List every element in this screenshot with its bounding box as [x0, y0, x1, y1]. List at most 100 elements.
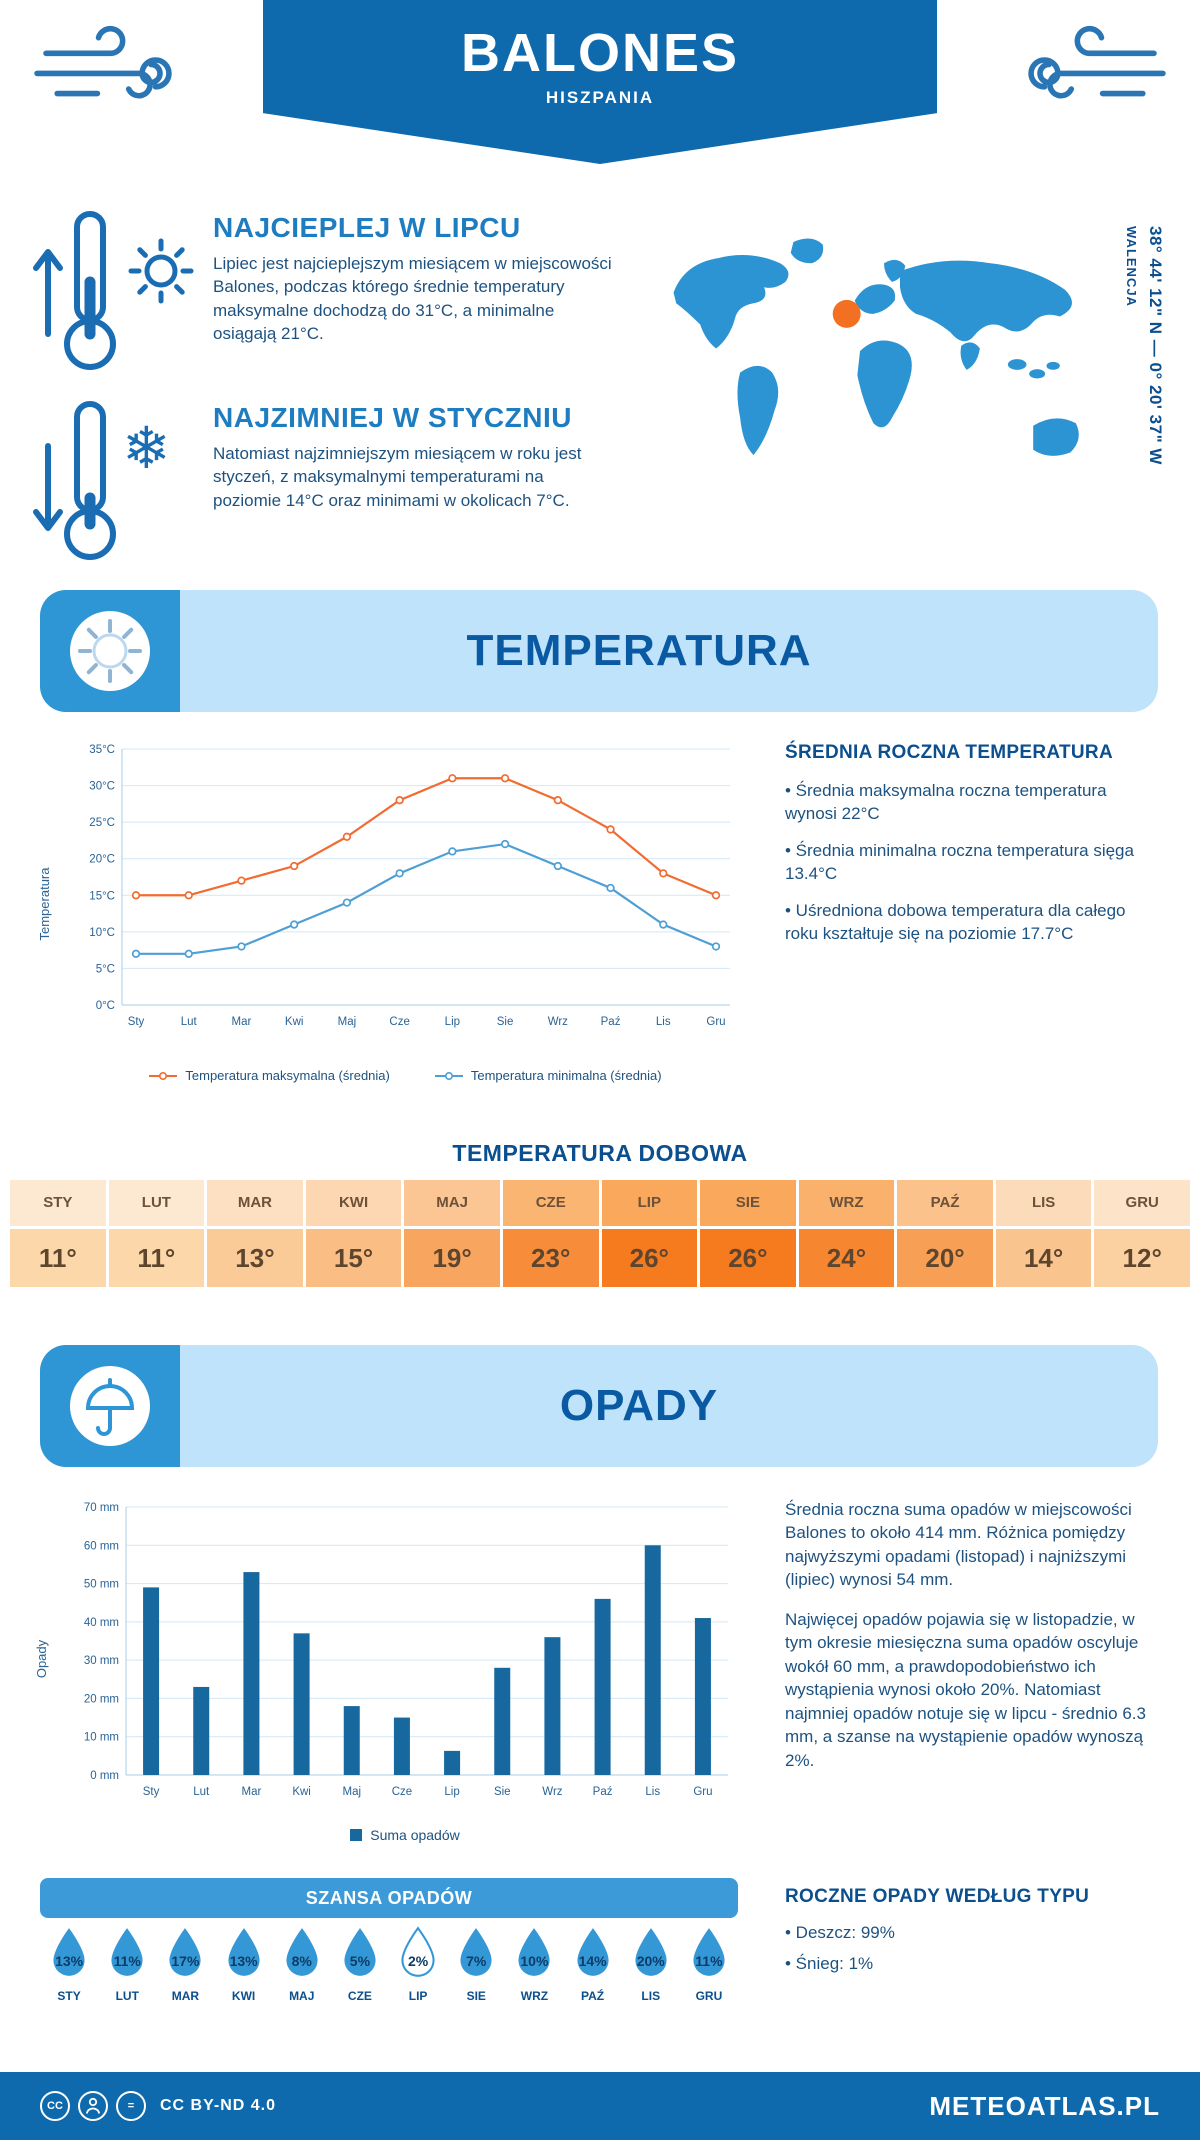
annual-temp-heading: ŚREDNIA ROCZNA TEMPERATURA [785, 742, 1113, 763]
raindrop-icon [518, 1928, 550, 1976]
svg-text:5°C: 5°C [96, 963, 115, 975]
precip-chance-month: GRU [695, 1989, 723, 2003]
precip-chance-item: 2% LIP [389, 1926, 447, 2003]
svg-text:0°C: 0°C [96, 1000, 115, 1012]
precip-chance-value: 11% [695, 1953, 723, 1969]
precip-chance-value: 13% [229, 1953, 258, 1969]
temp-table-value: 11° [10, 1229, 106, 1287]
precip-chance-value: 10% [520, 1953, 549, 1969]
warmest-heading: NAJCIEPLEJ W LIPCU [213, 212, 521, 243]
precip-chance-value: 5% [349, 1953, 371, 1969]
temp-table-value: 20° [897, 1229, 993, 1287]
coldest-text: Natomiast najzimniejszym miesiącem w rok… [213, 444, 582, 510]
svg-text:20 mm: 20 mm [84, 1693, 119, 1705]
svg-text:25°C: 25°C [89, 817, 115, 829]
location-marker [832, 299, 861, 328]
svg-text:15°C: 15°C [89, 890, 115, 902]
temp-table-month: WRZ [798, 1180, 895, 1226]
temp-table-value: 26° [601, 1229, 698, 1287]
bar-chart-legend: Suma opadów [70, 1827, 740, 1843]
precip-chance-item: 13% KWI [215, 1926, 273, 2003]
precip-chance-value: 17% [171, 1953, 200, 1969]
svg-text:Sty: Sty [143, 1786, 160, 1798]
svg-text:Wrz: Wrz [548, 1016, 568, 1028]
precip-chance-value: 7% [466, 1953, 487, 1969]
cc-license-icons: CC = [40, 2091, 146, 2121]
temp-table-month: LUT [108, 1180, 205, 1226]
sun-icon [128, 238, 194, 304]
precip-type-heading: ROCZNE OPADY WEDŁUG TYPU [785, 1886, 1090, 1907]
precip-chance-item: 11% GRU [680, 1926, 738, 2003]
raindrop-icon [577, 1928, 609, 1976]
temp-table-month: KWI [305, 1180, 402, 1226]
precip-chance-month: WRZ [520, 1989, 549, 2003]
precip-chance-value: 14% [578, 1953, 607, 1969]
precip-chance-item: 8% MAJ [273, 1926, 331, 2003]
svg-text:Sie: Sie [494, 1786, 511, 1798]
svg-text:Lut: Lut [181, 1016, 198, 1028]
page-subtitle: HISZPANIA [545, 88, 655, 107]
svg-text:Lis: Lis [656, 1016, 671, 1028]
annual-temp-bullet: • Średnia maksymalna roczna temperatura … [785, 781, 1107, 823]
bar-legend-label: Suma opadów [370, 1827, 460, 1843]
svg-text:Lip: Lip [444, 1786, 459, 1798]
temp-table-month: LIP [601, 1180, 698, 1226]
precip-chance-month: MAR [171, 1989, 200, 2003]
precip-chance-value: 20% [636, 1953, 665, 1969]
precip-chance-row: 13% STY 11% LUT 17% MAR 13% KWI 8% MAJ 5% CZE 2% LIP 7… [40, 1926, 738, 2003]
raindrop-icon [344, 1928, 376, 1976]
svg-text:Paź: Paź [601, 1016, 621, 1028]
svg-text:Lut: Lut [193, 1786, 210, 1798]
warmest-text: Lipiec jest najcieplejszym miesiącem w m… [213, 254, 612, 344]
precip-type-bullet: • Śnieg: 1% [785, 1953, 874, 1973]
temp-table-month: STY [10, 1180, 106, 1226]
precip-chance-month: CZE [347, 1989, 372, 2003]
temp-table-value: 15° [305, 1229, 402, 1287]
precip-paragraph: Średnia roczna suma opadów w miejscowośc… [785, 1500, 1132, 1590]
precip-chance-month: MAJ [289, 1989, 315, 2003]
sun-badge-icon [70, 611, 150, 691]
site-name: METEOATLAS.PL [929, 2090, 1160, 2121]
svg-text:20°C: 20°C [89, 854, 115, 866]
temp-table-month: GRU [1094, 1180, 1190, 1226]
precip-chance-month: KWI [231, 1989, 256, 2003]
thermometer-down-icon [33, 401, 116, 560]
svg-text:Kwi: Kwi [285, 1016, 304, 1028]
precip-chance-month: SIE [466, 1989, 486, 2003]
title-ribbon: BALONES HISZPANIA [263, 0, 937, 164]
svg-text:Gru: Gru [693, 1786, 712, 1798]
svg-text:0 mm: 0 mm [90, 1770, 119, 1782]
temp-table-month: SIE [700, 1180, 796, 1226]
precip-chance-month: LIP [408, 1989, 428, 2003]
precip-paragraph: Najwięcej opadów pojawia się w listopadz… [785, 1609, 1146, 1770]
precip-chance-item: 17% MAR [156, 1926, 214, 2003]
svg-text:Sty: Sty [128, 1016, 145, 1028]
raindrop-icon [693, 1928, 725, 1976]
annual-temp-bullets: • Średnia maksymalna roczna temperatura … [785, 780, 1163, 960]
umbrella-icon [70, 1366, 150, 1446]
svg-text:Lip: Lip [445, 1016, 460, 1028]
temp-table-value: 11° [108, 1229, 205, 1287]
precip-chance-value: 11% [113, 1953, 141, 1969]
temp-table-month: MAJ [404, 1180, 500, 1226]
svg-text:Lis: Lis [645, 1786, 660, 1798]
cc-nd-icon: = [116, 2091, 146, 2121]
daily-temp-table-months: STY LUT MAR KWI MAJ CZE LIP SIE WRZ PAŹ LIS GRU [10, 1180, 1190, 1226]
temp-table-value: 26° [700, 1229, 796, 1287]
temp-table-value: 24° [798, 1229, 895, 1287]
raindrop-icon [286, 1928, 318, 1976]
precip-chance-item: 7% SIE [447, 1926, 505, 2003]
coldest-heading: NAJZIMNIEJ W STYCZNIU [213, 402, 572, 433]
svg-text:50 mm: 50 mm [84, 1579, 119, 1591]
page-title: BALONES [460, 23, 739, 83]
precip-banner-icon-block [40, 1345, 180, 1467]
precip-chance-value: 13% [55, 1953, 84, 1969]
svg-text:Paź: Paź [593, 1786, 613, 1798]
temp-table-value: 23° [502, 1229, 599, 1287]
svg-text:Cze: Cze [389, 1016, 409, 1028]
precip-chance-value: 2% [407, 1953, 429, 1969]
precip-chance-item: 5% CZE [331, 1926, 389, 2003]
temp-table-month: CZE [502, 1180, 599, 1226]
svg-text:60 mm: 60 mm [84, 1540, 119, 1552]
precip-chance-item: 13% STY [40, 1926, 98, 2003]
